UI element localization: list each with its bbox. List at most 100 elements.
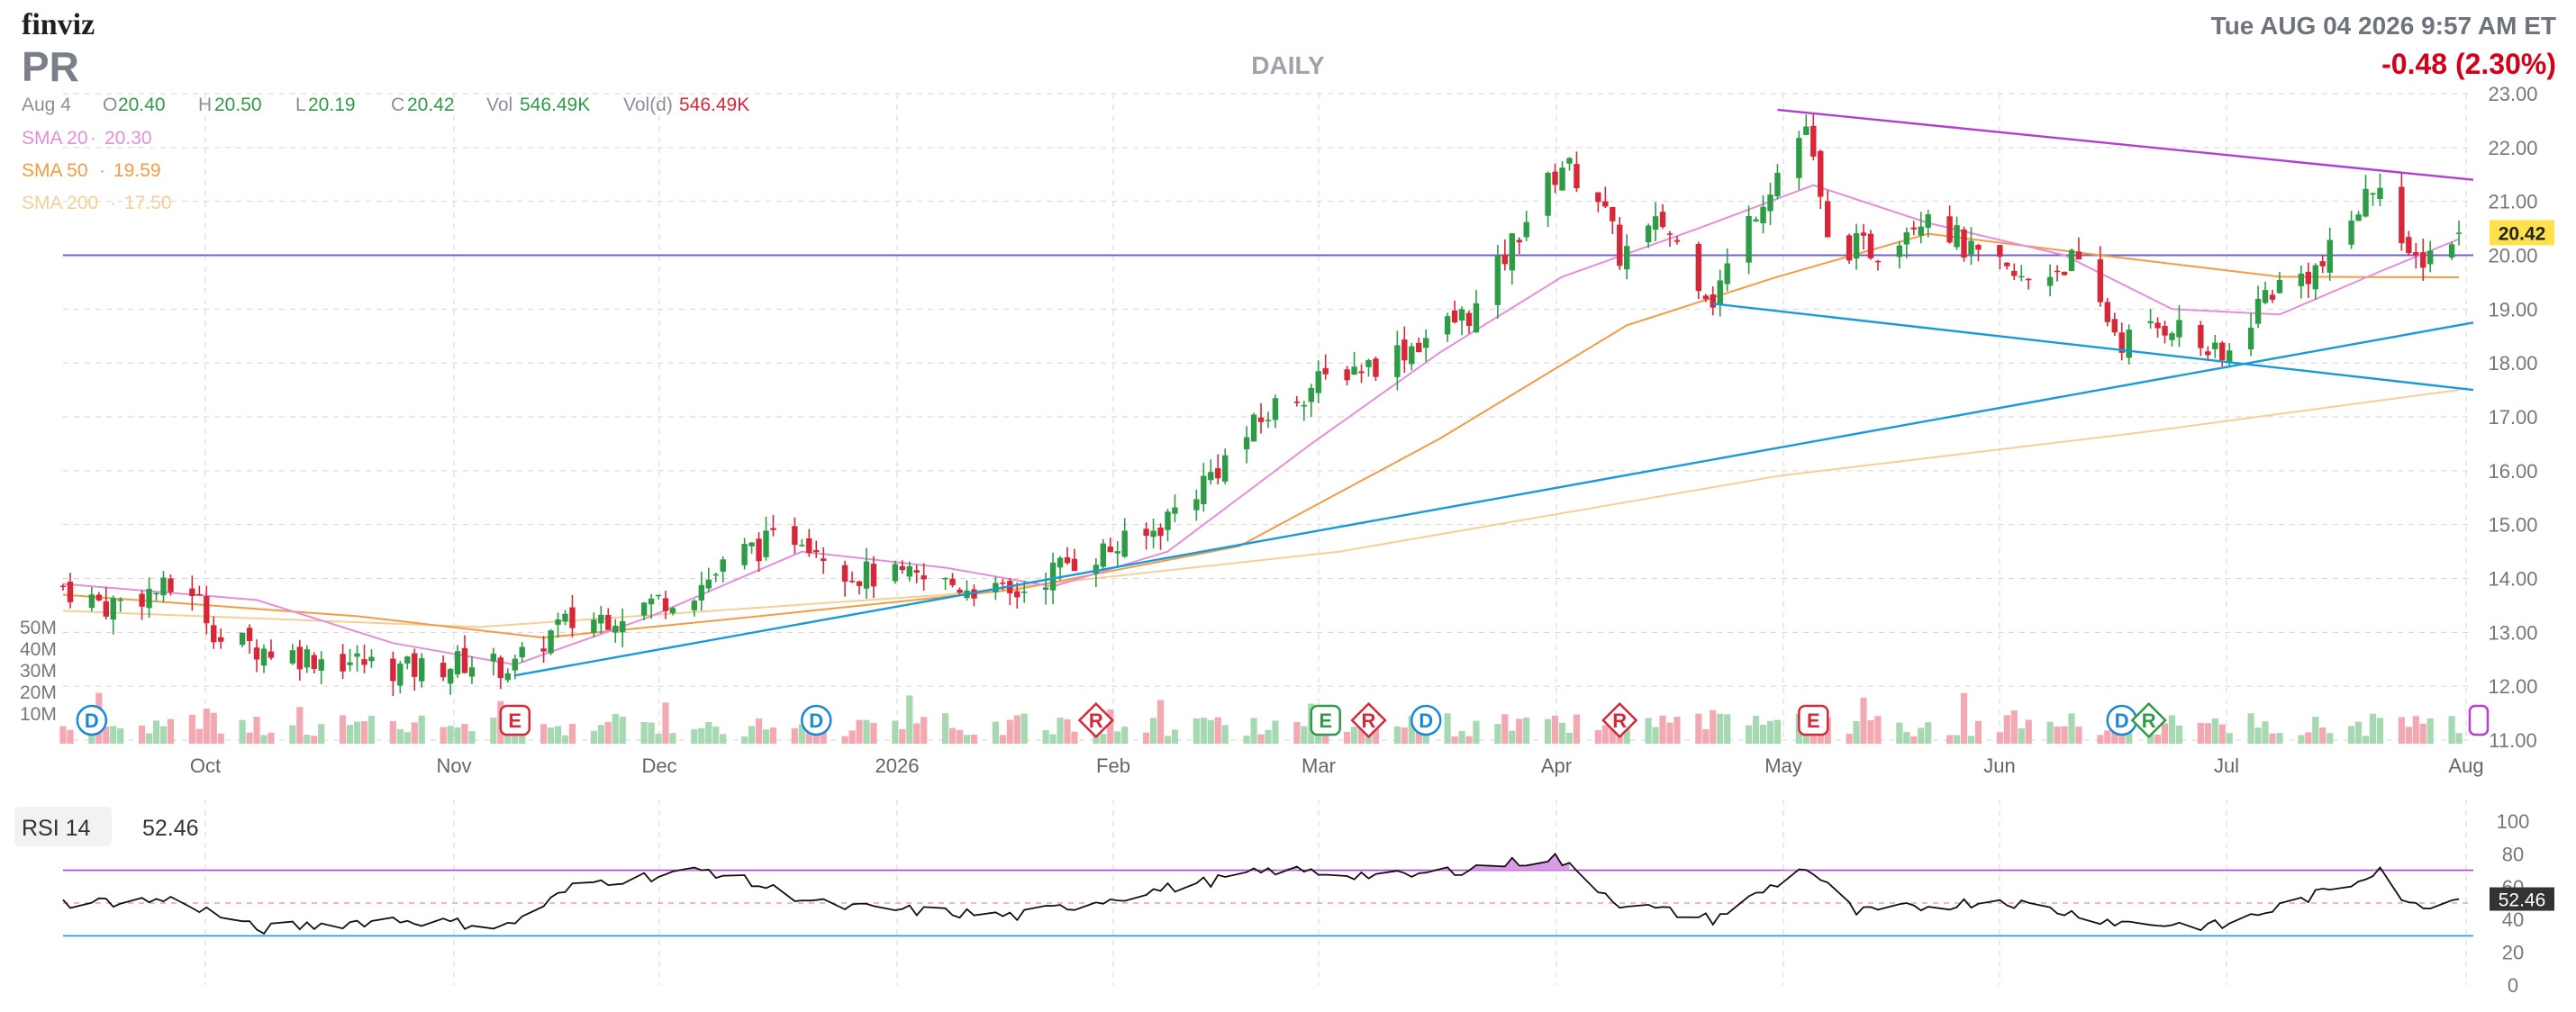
candle-body — [1000, 582, 1006, 584]
volume-bar — [103, 727, 110, 744]
volume-bar — [856, 719, 863, 744]
candle-body — [1458, 309, 1465, 321]
candle-body — [2377, 187, 2383, 200]
volume-bar — [1853, 720, 1860, 744]
volume-bar — [1149, 718, 1157, 744]
rsi-overbought-fill — [1547, 854, 1556, 871]
svg-text:·: · — [110, 193, 116, 213]
candle-body — [296, 646, 304, 670]
volume-bar — [2327, 733, 2334, 744]
volume-bar — [239, 719, 246, 744]
rsi-tag-value: 52.46 — [2499, 890, 2546, 911]
volume-bar — [1207, 719, 1214, 744]
candle-body — [1365, 359, 1372, 367]
volume-bar — [447, 726, 454, 744]
volume-bar — [662, 702, 669, 744]
volume-bar — [2154, 734, 2162, 744]
candle-body — [1903, 232, 1910, 245]
volume-tick-label: 20M — [20, 682, 57, 703]
volume-bar — [1974, 720, 1982, 744]
candle-body — [2406, 237, 2412, 254]
rsi-tick-label: 100 — [2497, 810, 2530, 833]
volume-bar — [1759, 725, 1767, 744]
candle-body — [1695, 244, 1702, 292]
candle-body — [1344, 369, 1350, 381]
candle-body — [1416, 342, 1422, 353]
candle-body — [2212, 342, 2218, 349]
candle-body — [211, 625, 217, 643]
volume-bar — [648, 722, 655, 744]
chart-period[interactable]: DAILY — [1251, 51, 1325, 79]
volume-bar — [1057, 717, 1064, 744]
candle-body — [2227, 350, 2233, 364]
volume-bar — [1573, 714, 1581, 744]
volume-bar — [260, 735, 268, 744]
volume-tick-label: 10M — [20, 704, 57, 725]
volume-bar — [2010, 710, 2018, 744]
candle-body — [2097, 259, 2104, 303]
candle-body — [354, 653, 360, 657]
volume-bar — [1444, 713, 1451, 744]
candle-body — [260, 648, 268, 666]
candle-body — [1910, 227, 1917, 230]
candle-body — [720, 559, 726, 572]
candle-body — [1717, 280, 1723, 304]
candle-body — [2363, 188, 2369, 217]
volume-bar — [396, 728, 404, 744]
candle-body — [2118, 332, 2125, 353]
candle-body — [705, 579, 712, 589]
volume-bar — [2018, 728, 2025, 744]
x-axis-labels: Oct Nov Dec 2026 Feb Mar Apr May Jun Jul Aug — [190, 754, 2484, 777]
volume-bar — [1918, 727, 1925, 744]
volume-bar — [2354, 721, 2363, 744]
candle-body — [555, 619, 561, 625]
volume-tick-label: 30M — [20, 661, 57, 682]
volume-bar — [490, 718, 497, 744]
candle-body — [1272, 398, 1279, 420]
x-tick-label: Oct — [190, 754, 221, 777]
volume-bar — [389, 720, 396, 744]
candle-body — [1358, 371, 1365, 374]
vol-label: Vol — [486, 95, 512, 115]
event-earnings-icon — [499, 704, 531, 736]
candle-body — [468, 667, 476, 677]
candle-body — [1100, 543, 1107, 567]
rsi-overbought-fill — [1562, 863, 1570, 871]
candle-body — [1293, 402, 1301, 403]
event-letter: D — [1419, 709, 1433, 732]
ohlc-date: Aug 4 — [22, 95, 71, 115]
candle-body — [204, 596, 210, 624]
candle-body — [1961, 229, 1967, 258]
candle-body — [1954, 225, 1960, 248]
finviz-logo[interactable]: finviz — [22, 8, 95, 41]
volume-bar — [1171, 729, 1179, 744]
event-dividend-icon — [1410, 704, 1442, 736]
candle-body — [1867, 233, 1874, 258]
volume-bar — [2075, 727, 2082, 744]
candle-body — [419, 658, 425, 682]
candle-body — [2413, 252, 2419, 256]
rsi-label[interactable]: RSI 14 — [22, 816, 91, 841]
candle-body — [1710, 294, 1716, 308]
volume-bar — [1156, 700, 1165, 744]
volume-bar — [512, 733, 519, 744]
ohlc-row: Aug 4 O 20.40 H 20.50 L 20.19 C 20.42 Vo… — [22, 95, 749, 115]
sma50-value: 19.59 — [113, 160, 161, 181]
candle-body — [253, 647, 260, 660]
candle-body — [412, 653, 418, 677]
rsi-label-box[interactable] — [14, 807, 112, 846]
candle-body — [1753, 219, 1759, 221]
rsi-overbought-fill — [1777, 869, 1800, 871]
vold-value: 546.49K — [679, 95, 749, 115]
candle-body — [1494, 255, 1501, 305]
svg-text:·: · — [99, 160, 105, 181]
volume-bar — [1064, 718, 1071, 744]
candle-body — [669, 608, 676, 614]
candle-body — [1860, 232, 1867, 236]
candle-body — [117, 599, 123, 601]
trendlines[interactable] — [514, 108, 2474, 677]
volume-bar — [2175, 725, 2183, 744]
volume-bar — [2211, 718, 2218, 744]
